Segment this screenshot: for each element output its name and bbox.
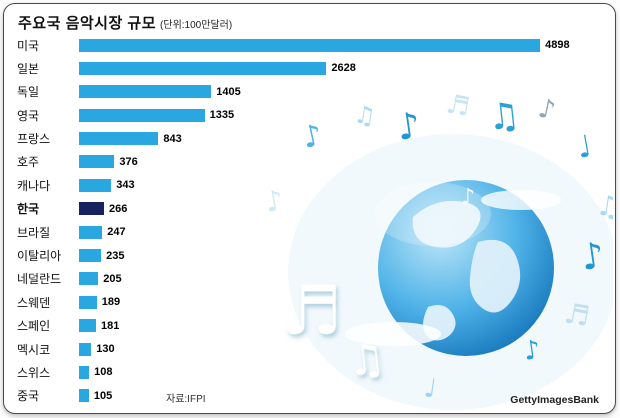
bar-area: 2628 [79,61,603,75]
bar-row: 일본 2628 [17,58,603,78]
bar-row: 멕시코 130 [17,339,603,359]
bar-value: 108 [94,366,113,379]
bar-row: 미국 4898 [17,35,603,55]
bar-value: 189 [101,296,121,309]
bar-value: 130 [96,343,115,356]
bar-value: 235 [106,249,125,262]
bar-value: 247 [107,226,126,239]
bar [79,85,212,99]
bar-area: 235 [79,249,603,263]
country-label: 캐나다 [17,178,51,193]
bar-value: 1405 [216,85,241,98]
country-label: 스위스 [17,365,51,380]
bar-value: 105 [93,389,113,402]
country-label: 이탈리아 [17,249,62,264]
country-label: 프랑스 [17,132,51,147]
bar-value: 843 [163,132,182,145]
bar-area: 130 [79,342,603,356]
bar-value: 205 [103,272,122,285]
bar-value: 181 [101,319,120,332]
bar-row: 중국 105 [17,386,603,406]
bar-value: 1335 [209,109,235,122]
bar [79,295,97,309]
chart-unit-label: (단위:100만달러) [160,20,233,31]
source-label: 자료:IFPI [166,394,206,405]
country-label: 브라질 [17,225,51,240]
country-label: 호주 [17,155,40,170]
country-label: 네덜란드 [17,272,62,287]
bar-row: 스웨덴 189 [17,292,603,312]
bar-row: 스위스 108 [17,362,603,382]
bar [79,61,327,75]
bar-row: 프랑스 843 [17,129,603,149]
country-label: 독일 [17,85,40,100]
bar-value: 343 [116,179,135,192]
credit-label: GettyImagesBank [510,394,599,406]
chart-header: 주요국 음악시장 규모 (단위:100만달러) [18,12,232,33]
bar [79,272,99,286]
bar [79,249,102,263]
bar-row: 독일 1405 [17,82,603,102]
bar [79,225,103,239]
bar-area: 376 [79,155,603,169]
bar-area: 189 [79,295,603,309]
country-label: 일본 [17,61,40,76]
bar [79,132,159,146]
bar-area: 1335 [79,108,603,122]
country-label: 중국 [17,389,40,404]
bar-row: 호주 376 [17,152,603,172]
country-label: 미국 [17,38,40,53]
bar-value: 2628 [331,62,356,75]
country-label: 영국 [17,108,40,123]
bar [79,178,112,192]
bar [79,365,90,379]
bar-value: 376 [119,155,138,168]
bar [79,342,92,356]
bar-row: 영국 1335 [17,105,603,125]
bar-area: 247 [79,225,603,239]
chart-title: 주요국 음악시장 규모 [18,15,157,32]
country-label: 스페인 [17,319,51,334]
bar-area: 181 [79,319,603,333]
bar-area: 4898 [79,38,603,52]
country-label: 스웨덴 [17,295,51,310]
bar [79,389,89,403]
bar-row: 브라질 247 [17,222,603,242]
bar-chart: 미국 4898 일본 2628 독일 1405 영국 1335 프랑스 843 … [17,35,603,406]
bar-row: 네덜란드 205 [17,269,603,289]
bar [79,155,115,169]
bar [79,108,205,122]
bar-area: 108 [79,365,603,379]
bar-area: 105 [79,389,603,403]
bar-area: 266 [79,202,603,216]
bar-value: 4898 [545,39,570,51]
bar-row: 한국 266 [17,199,603,219]
bar [79,202,105,216]
bar-row: 캐나다 343 [17,175,603,195]
bar-area: 205 [79,272,603,286]
bar-row: 스페인 181 [17,316,603,336]
country-label: 멕시코 [17,342,51,357]
bar-value: 266 [109,202,128,215]
infographic-frame: ♪ ♫ ♪ ♬ ♫ ♪ ♩ ♫ ♪ ♬ ♪ ♫ ♬ ♪ ♩ ♪ 주요국 음악시장… [3,3,616,414]
country-label: 한국 [17,202,40,217]
bar-area: 343 [79,178,603,192]
bar-row: 이탈리아 235 [17,246,603,266]
bar-area: 1405 [79,85,603,99]
bar [79,38,541,52]
bar [79,319,97,333]
bar-area: 843 [79,132,603,146]
